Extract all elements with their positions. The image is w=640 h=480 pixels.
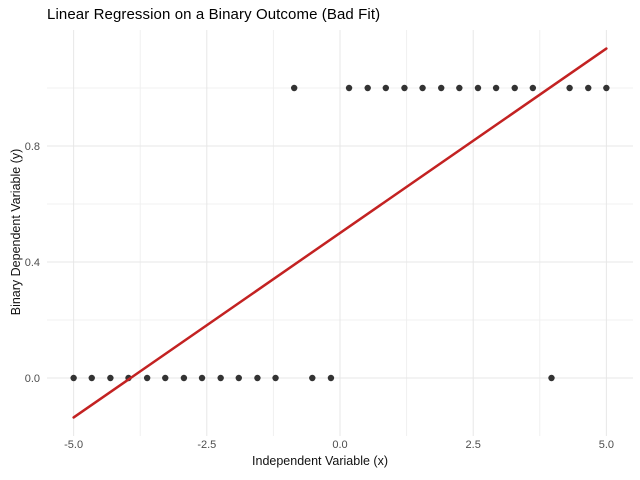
data-point bbox=[382, 84, 390, 92]
data-point bbox=[566, 84, 573, 92]
data-point bbox=[88, 374, 95, 382]
data-point bbox=[419, 84, 426, 92]
data-point bbox=[162, 374, 169, 382]
data-point bbox=[309, 374, 316, 382]
data-point bbox=[511, 84, 518, 92]
data-point bbox=[107, 374, 114, 382]
data-point bbox=[474, 84, 482, 92]
data-point bbox=[143, 374, 151, 382]
data-point bbox=[492, 84, 500, 92]
data-point bbox=[217, 374, 224, 382]
linear-fit-line bbox=[72, 47, 608, 419]
data-point bbox=[456, 84, 463, 92]
data-point bbox=[603, 84, 610, 92]
data-point bbox=[254, 374, 261, 382]
chart-title: Linear Regression on a Binary Outcome (B… bbox=[47, 6, 381, 23]
data-point bbox=[345, 84, 353, 92]
x-tick-label: 2.5 bbox=[466, 439, 481, 451]
data-point bbox=[180, 374, 188, 382]
data-point bbox=[272, 374, 279, 382]
data-point bbox=[529, 84, 537, 92]
y-tick-label: 0.0 bbox=[25, 373, 40, 385]
x-axis-title: Independent Variable (x) bbox=[252, 454, 388, 468]
x-tick-label: -2.5 bbox=[197, 439, 216, 451]
data-point bbox=[585, 84, 592, 92]
y-tick-label: 0.8 bbox=[25, 141, 40, 153]
y-axis-title: Binary Dependent Variable (y) bbox=[9, 148, 23, 316]
data-point bbox=[401, 84, 408, 92]
data-point bbox=[548, 374, 555, 382]
x-tick-label: -5.0 bbox=[64, 439, 83, 451]
data-point bbox=[198, 374, 206, 382]
x-tick-label: 5.0 bbox=[599, 439, 614, 451]
data-point bbox=[290, 84, 298, 92]
data-point bbox=[438, 84, 445, 92]
data-point bbox=[364, 84, 371, 92]
data-point bbox=[235, 374, 242, 382]
y-tick-label: 0.4 bbox=[25, 257, 40, 269]
data-point bbox=[70, 374, 77, 382]
data-point bbox=[327, 374, 335, 382]
x-tick-label: 0.0 bbox=[332, 439, 347, 451]
